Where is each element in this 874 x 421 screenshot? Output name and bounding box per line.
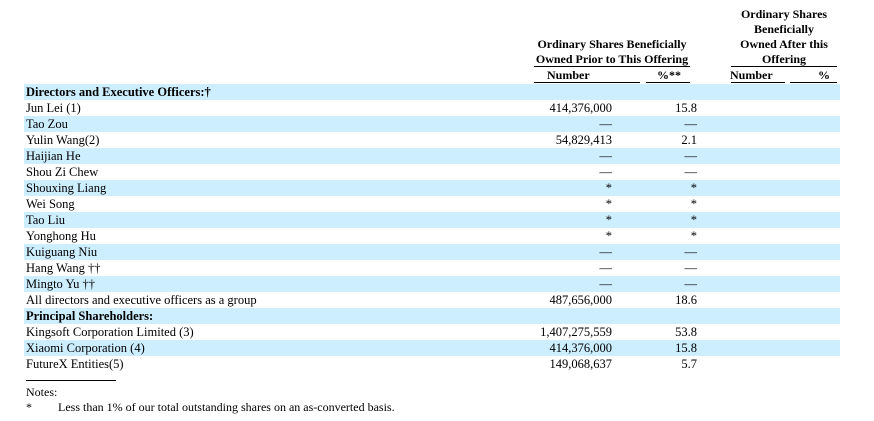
row-number: 414,376,000	[549, 341, 613, 355]
prior-offering-header: Ordinary Shares Beneficially Owned Prior…	[522, 37, 702, 67]
row-label: Tao Liu	[26, 213, 66, 227]
note-text: Less than 1% of our total outstanding sh…	[58, 400, 395, 414]
prior-number-underline	[534, 82, 640, 83]
table-row: FutureX Entities(5) 149,068,637 5.7	[24, 356, 840, 372]
table-row: Directors and Executive Officers:†	[24, 84, 840, 100]
table-row: Tao Liu * *	[24, 212, 840, 228]
after-number-underline	[731, 82, 785, 83]
row-pct: *	[690, 197, 697, 211]
prior-pct-underline	[646, 82, 690, 83]
row-number: —	[599, 117, 613, 131]
row-pct: *	[690, 181, 697, 195]
note-item: * Less than 1% of our total outstanding …	[26, 400, 395, 414]
after-offering-header: Ordinary Shares Beneficially Owned After…	[724, 7, 844, 67]
row-number: *	[605, 213, 612, 227]
row-number: —	[599, 277, 613, 291]
after-offering-header-line-2: Beneficially	[754, 22, 814, 36]
row-number: —	[599, 165, 613, 179]
row-pct: 15.8	[675, 101, 697, 115]
table-row: Yulin Wang(2) 54,829,413 2.1	[24, 132, 840, 148]
row-label: Directors and Executive Officers:†	[26, 85, 211, 99]
row-label: Hang Wang ††	[26, 261, 101, 275]
table-row: Mingto Yu †† — —	[24, 276, 840, 292]
table-row: Jun Lei (1) 414,376,000 15.8	[24, 100, 840, 116]
table-row: Kuiguang Niu — —	[24, 244, 840, 260]
after-number-header: Number	[730, 68, 773, 82]
row-label: Jun Lei (1)	[26, 101, 81, 115]
row-label: Xiaomi Corporation (4)	[26, 341, 145, 355]
row-label: Wei Song	[26, 197, 75, 211]
prior-offering-header-line-1: Ordinary Shares Beneficially	[537, 37, 687, 51]
row-pct: —	[684, 261, 698, 275]
row-label: Yonghong Hu	[26, 229, 96, 243]
row-number: 1,407,275,559	[540, 325, 612, 339]
table-row: Yonghong Hu * *	[24, 228, 840, 244]
row-number: —	[599, 261, 613, 275]
row-number: —	[599, 149, 613, 163]
row-number: 54,829,413	[555, 133, 612, 147]
row-label: Kingsoft Corporation Limited (3)	[26, 325, 194, 339]
row-label: All directors and executive officers as …	[26, 293, 257, 307]
row-number: *	[605, 229, 612, 243]
row-pct: —	[684, 149, 698, 163]
table-row: All directors and executive officers as …	[24, 292, 840, 308]
note-mark: *	[26, 400, 32, 414]
row-pct: 15.8	[675, 341, 697, 355]
table-row: Principal Shareholders:	[24, 308, 840, 324]
row-label: Shou Zi Chew	[26, 165, 99, 179]
after-offering-header-line-3: Owned After this	[740, 37, 828, 51]
table-row: Shouxing Liang * *	[24, 180, 840, 196]
table-row: Kingsoft Corporation Limited (3) 1,407,2…	[24, 324, 840, 340]
after-offering-header-line-4: Offering	[762, 52, 806, 66]
row-pct: 53.8	[675, 325, 697, 339]
prior-number-header: Number	[547, 68, 590, 82]
row-label: FutureX Entities(5)	[26, 357, 124, 371]
row-label: Yulin Wang(2)	[26, 133, 100, 147]
prior-header-underline	[534, 66, 690, 67]
row-label: Mingto Yu ††	[26, 277, 95, 291]
table-row: Haijian He — —	[24, 148, 840, 164]
table-row: Tao Zou — —	[24, 116, 840, 132]
row-label: Tao Zou	[26, 117, 68, 131]
row-pct: 2.1	[681, 133, 697, 147]
prior-pct-header: %**	[657, 68, 681, 82]
row-label: Haijian He	[26, 149, 81, 163]
row-number: 149,068,637	[549, 357, 613, 371]
prior-offering-header-line-2: Owned Prior to This Offering	[535, 52, 689, 66]
row-number: 414,376,000	[549, 101, 613, 115]
row-pct: —	[684, 165, 698, 179]
row-pct: —	[684, 277, 698, 291]
row-number: —	[599, 245, 613, 259]
row-number: *	[605, 197, 612, 211]
row-pct: 5.7	[681, 357, 697, 371]
row-pct: *	[690, 213, 697, 227]
row-label: Principal Shareholders:	[26, 309, 154, 323]
row-label: Shouxing Liang	[26, 181, 107, 195]
after-pct-underline	[790, 82, 837, 83]
row-number: 487,656,000	[549, 293, 613, 307]
notes-divider	[26, 380, 116, 381]
after-header-underline	[731, 66, 837, 67]
row-pct: *	[690, 229, 697, 243]
notes-title: Notes:	[26, 385, 58, 399]
table-row: Xiaomi Corporation (4) 414,376,000 15.8	[24, 340, 840, 356]
table-row: Wei Song * *	[24, 196, 840, 212]
row-pct: —	[684, 245, 698, 259]
row-label: Kuiguang Niu	[26, 245, 98, 259]
after-offering-header-line-1: Ordinary Shares	[740, 7, 828, 21]
row-number: *	[605, 181, 612, 195]
row-pct: 18.6	[675, 293, 697, 307]
after-pct-header: %	[818, 68, 830, 82]
table-row: Hang Wang †† — —	[24, 260, 840, 276]
row-pct: —	[684, 117, 698, 131]
table-row: Shou Zi Chew — —	[24, 164, 840, 180]
